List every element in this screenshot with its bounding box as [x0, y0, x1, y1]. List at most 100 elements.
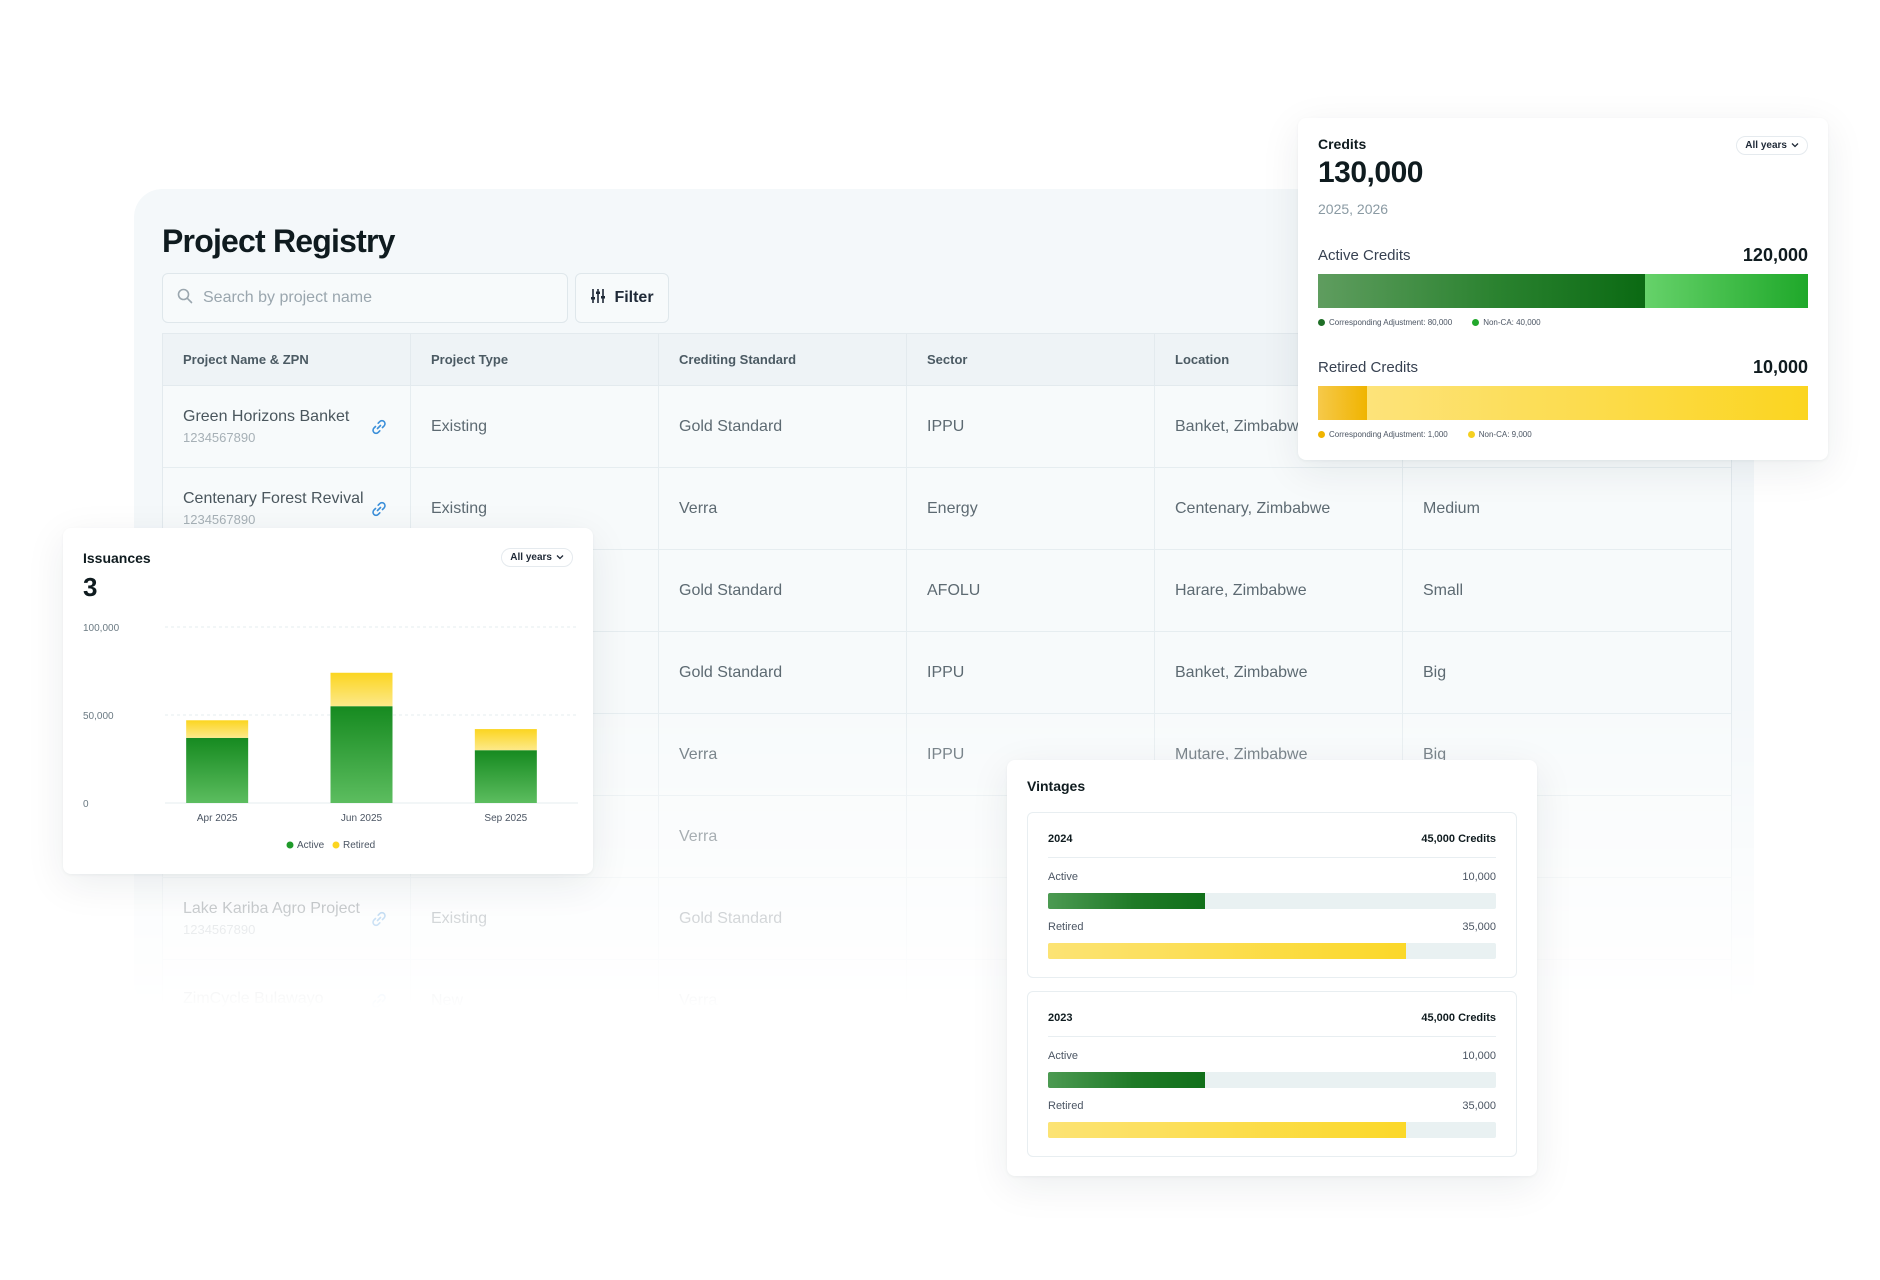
cell-type — [411, 550, 659, 631]
legend-item: Corresponding Adjustment: 80,000 — [1318, 318, 1452, 327]
y-tick-label: 0 — [83, 799, 89, 810]
legend-dot — [1467, 431, 1475, 438]
cell-type — [411, 632, 659, 713]
retired-nonca-segment — [1367, 386, 1808, 420]
cell-type — [411, 714, 659, 795]
vintage-year: 2023 — [1048, 1012, 1073, 1024]
legend-dot — [1472, 319, 1480, 326]
link-icon[interactable] — [370, 500, 388, 523]
cell-size: Small — [1423, 581, 1464, 599]
filter-label: Filter — [614, 289, 654, 306]
vintage-credits: 45,000 Credits — [1421, 1012, 1496, 1024]
legend-dot — [1318, 319, 1325, 326]
vintage-retired-value: 35,000 — [1462, 1100, 1496, 1112]
cell-type: Existing — [411, 386, 659, 467]
vintage-block-2023: 2023 45,000 Credits Active 10,000 Retire… — [1027, 991, 1517, 1157]
vintage-active-label: Active — [1048, 871, 1078, 883]
vintage-retired-label: Retired — [1048, 921, 1084, 933]
project-name[interactable]: Centenary Forest Revival — [183, 490, 364, 507]
issuances-year-dropdown[interactable]: All years — [501, 548, 573, 567]
cell-location: Harare, Zimbabwe — [1155, 550, 1403, 631]
vintage-active-value: 10,000 — [1462, 871, 1496, 883]
cell-standard: Verra — [659, 714, 907, 795]
legend-label-active: Active — [297, 840, 325, 851]
vintage-active-bar — [1048, 1072, 1496, 1088]
issuances-card: Issuances All years 3 100,000 50,000 0 Apr … — [63, 528, 593, 874]
link-icon[interactable] — [370, 418, 388, 441]
link-icon[interactable] — [370, 992, 388, 1015]
legend-item: Non-CA: 40,000 — [1472, 318, 1541, 327]
table-row[interactable]: Gold Standard AFOLU Harare, Zimbabwe Small — [163, 550, 1731, 632]
project-name[interactable]: Green Horizons Banket — [183, 408, 350, 425]
bar-active — [474, 750, 537, 803]
issuances-total: 3 — [83, 572, 98, 602]
column-header[interactable]: Crediting Standard — [659, 334, 907, 385]
table-row[interactable]: Gold Standard IPPU Banket, Zimbabwe Big — [163, 632, 1731, 714]
search-input[interactable] — [203, 289, 543, 307]
cell-sector: AFOLU — [907, 550, 1155, 631]
vintage-credits: 45,000 Credits — [1421, 833, 1496, 845]
cell-project-name: Centenary Forest Revival 1234567890 — [163, 468, 411, 549]
vintage-retired-value: 35,000 — [1462, 921, 1496, 933]
bar-active — [330, 706, 393, 803]
vintage-retired-fill — [1048, 1122, 1407, 1138]
bar-retired — [474, 729, 537, 751]
search-box[interactable] — [162, 273, 568, 323]
cell-location: Centenary, Zimbabwe — [1155, 468, 1403, 549]
credits-title: Credits — [1318, 136, 1367, 152]
vintage-retired-fill — [1048, 943, 1407, 959]
column-header[interactable]: Project Name & ZPN — [163, 334, 411, 385]
vintage-active-value: 10,000 — [1462, 1050, 1496, 1062]
active-credits-label: Active Credits — [1318, 247, 1411, 264]
cell-type: Existing — [411, 468, 659, 549]
cell-standard: Verra — [659, 796, 907, 877]
filter-button[interactable]: Filter — [575, 273, 669, 323]
table-row[interactable]: Verra IPPU Mutare, Zimbabwe Big — [163, 714, 1731, 796]
x-tick-label: Apr 2025 — [197, 813, 238, 824]
chevron-down-icon — [1791, 140, 1799, 151]
table-row[interactable]: Lake Kariba Agro Project 1234567890 Existi… — [163, 878, 1731, 960]
retired-credits-legend: Corresponding Adjustment: 1,000 Non-CA: … — [1318, 430, 1532, 439]
table-row[interactable]: Green Horizons Banket 1234567890 Existing G… — [163, 386, 1731, 468]
sliders-icon — [590, 288, 606, 309]
legend-text: Corresponding Adjustment: 1,000 — [1329, 430, 1448, 439]
bar-retired — [186, 720, 249, 738]
cell-standard: Gold Standard — [659, 878, 907, 959]
project-name[interactable]: ZimCycle Bulawayo — [183, 989, 324, 1007]
x-tick-label: Jun 2025 — [341, 813, 383, 824]
active-credits-bar — [1318, 274, 1808, 308]
project-name[interactable]: Lake Kariba Agro Project — [183, 900, 360, 917]
vintage-active-fill — [1048, 893, 1205, 909]
project-zpn: 1234567890 — [183, 922, 256, 937]
table-row[interactable]: Centenary Forest Revival 1234567890 Existi… — [163, 468, 1731, 550]
x-tick-label: Sep 2025 — [484, 813, 527, 824]
legend-item: Corresponding Adjustment: 1,000 — [1318, 430, 1448, 439]
credits-year-dropdown[interactable]: All years — [1736, 136, 1808, 155]
divider — [1048, 857, 1496, 858]
link-icon[interactable] — [370, 910, 388, 933]
credits-total: 130,000 — [1318, 156, 1423, 189]
legend-dot — [1318, 431, 1325, 438]
vintage-block-2024: 2024 45,000 Credits Active 10,000 Retire… — [1027, 812, 1517, 978]
active-credits-legend: Corresponding Adjustment: 80,000 Non-CA:… — [1318, 318, 1541, 327]
y-tick-label: 50,000 — [83, 711, 114, 722]
retired-ca-segment — [1318, 386, 1367, 420]
project-zpn: 1234567890 — [183, 512, 256, 527]
cell-size: Medium — [1423, 499, 1480, 517]
cell-project-name: Lake Kariba Agro Project 1234567890 — [163, 878, 411, 959]
issuances-title: Issuances — [83, 550, 151, 566]
vintages-title: Vintages — [1027, 778, 1086, 794]
column-header[interactable]: Sector — [907, 334, 1155, 385]
vintage-active-bar — [1048, 893, 1496, 909]
legend-text: Non-CA: 40,000 — [1483, 318, 1541, 327]
bar-active — [186, 737, 249, 803]
legend-dot-active — [286, 841, 294, 849]
retired-credits-value: 10,000 — [1752, 357, 1808, 377]
issuances-chart: 100,000 50,000 0 Apr 2025 Jun 2025 Sep 2025 Ac… — [83, 623, 578, 851]
vintages-card: Vintages 2024 45,000 Credits Active 10,0… — [1007, 760, 1537, 1176]
column-header[interactable]: Project Type — [411, 334, 659, 385]
cell-location: Banket, Zimbabwe — [1155, 632, 1403, 713]
divider — [1048, 1036, 1496, 1037]
vintage-year: 2024 — [1048, 833, 1073, 845]
